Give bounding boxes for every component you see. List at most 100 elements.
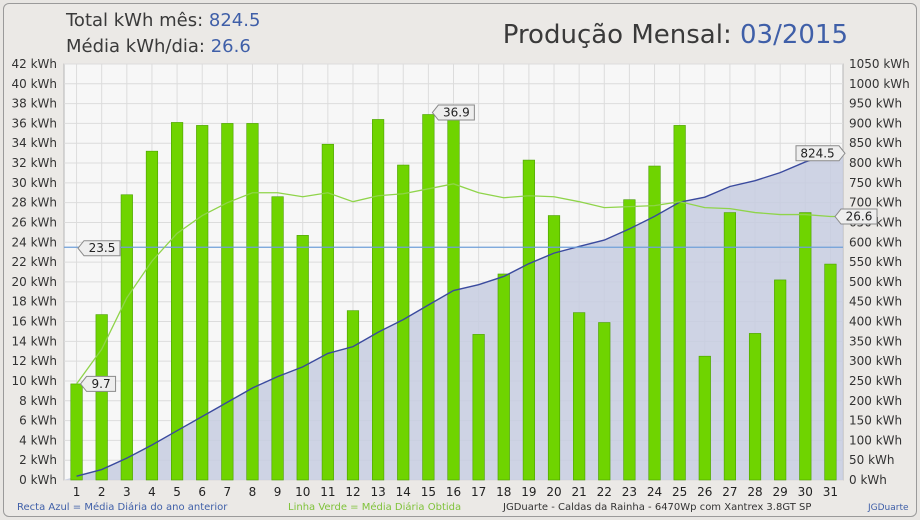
x-tick-label: 7 xyxy=(224,485,232,499)
left-tick-label: 30 kWh xyxy=(11,176,57,190)
x-tick-label: 28 xyxy=(747,485,762,499)
x-tick-label: 12 xyxy=(345,485,360,499)
label-cumulative-total-box xyxy=(795,145,846,162)
x-tick-label: 25 xyxy=(672,485,687,499)
right-tick-label: 600 kWh xyxy=(849,235,902,249)
x-tick-label: 13 xyxy=(370,485,385,499)
bar-day-26 xyxy=(698,355,711,481)
right-tick-label: 0 kWh xyxy=(849,473,887,487)
x-tick-label: 2 xyxy=(98,485,106,499)
x-tick-label: 20 xyxy=(546,485,561,499)
bar-day-31 xyxy=(824,263,837,481)
total-kwh-caption: Total kWh mês: xyxy=(66,10,204,31)
left-tick-label: 28 kWh xyxy=(11,196,57,210)
label-day15-box xyxy=(431,104,475,121)
x-tick-label: 6 xyxy=(198,485,206,499)
right-tick-label: 250 kWh xyxy=(849,374,902,388)
bar-day-25 xyxy=(673,125,686,481)
bar-day-13 xyxy=(372,119,385,481)
bar-day-29 xyxy=(774,279,787,481)
x-tick-label: 11 xyxy=(320,485,335,499)
x-tick-label: 17 xyxy=(471,485,486,499)
x-tick-label: 23 xyxy=(622,485,637,499)
bar-day-24 xyxy=(648,165,661,481)
left-tick-label: 22 kWh xyxy=(11,255,57,269)
bar-day-5 xyxy=(171,122,184,481)
bar-day-2 xyxy=(95,314,108,481)
avg-kwh-caption: Média kWh/dia: xyxy=(66,36,205,57)
x-tick-label: 18 xyxy=(496,485,511,499)
bar-day-22 xyxy=(598,322,611,481)
running-avg-line xyxy=(76,183,843,385)
label-monthly-avg: 26.6 xyxy=(846,210,873,224)
total-kwh-label: Total kWh mês: 824.5 xyxy=(66,10,260,31)
bar-day-11 xyxy=(321,143,334,481)
title-caption: Produção Mensal: xyxy=(502,20,732,50)
left-tick-label: 34 kWh xyxy=(11,136,57,150)
left-tick-label: 24 kWh xyxy=(11,235,57,249)
left-tick-label: 36 kWh xyxy=(11,116,57,130)
x-tick-label: 24 xyxy=(647,485,662,499)
right-tick-label: 50 kWh xyxy=(849,453,895,467)
left-tick-label: 14 kWh xyxy=(11,334,57,348)
left-tick-label: 40 kWh xyxy=(11,77,57,91)
x-tick-label: 5 xyxy=(173,485,181,499)
left-tick-label: 26 kWh xyxy=(11,215,57,229)
footer-blue-note: Recta Azul = Média Diária do ano anterio… xyxy=(17,502,228,513)
right-tick-label: 900 kWh xyxy=(849,116,902,130)
bar-day-15 xyxy=(422,114,435,481)
left-tick-label: 4 kWh xyxy=(19,433,57,447)
total-kwh-value: 824.5 xyxy=(208,10,261,31)
avg-kwh-value: 26.6 xyxy=(210,36,251,57)
left-tick-label: 0 kWh xyxy=(19,473,57,487)
right-tick-label: 800 kWh xyxy=(849,156,902,170)
bar-day-6 xyxy=(196,125,209,481)
x-tick-label: 15 xyxy=(421,485,436,499)
bar-day-9 xyxy=(271,196,284,481)
x-tick-label: 22 xyxy=(597,485,612,499)
left-tick-label: 12 kWh xyxy=(11,354,57,368)
bar-day-28 xyxy=(748,333,762,481)
bar-day-18 xyxy=(497,273,510,481)
left-tick-label: 8 kWh xyxy=(19,394,57,408)
right-tick-label: 1000 kWh xyxy=(849,77,910,91)
right-tick-label: 850 kWh xyxy=(849,136,902,150)
x-tick-label: 29 xyxy=(773,485,788,499)
left-tick-label: 32 kWh xyxy=(11,156,57,170)
left-tick-label: 2 kWh xyxy=(19,453,57,467)
bar-day-19 xyxy=(522,159,535,481)
right-tick-label: 150 kWh xyxy=(849,414,902,428)
x-tick-label: 19 xyxy=(521,485,536,499)
bar-day-17 xyxy=(472,334,485,481)
right-tick-label: 450 kWh xyxy=(849,295,902,309)
x-tick-label: 26 xyxy=(697,485,712,499)
x-tick-label: 8 xyxy=(249,485,257,499)
footer-green-note: Linha Verde = Média Diária Obtida xyxy=(288,502,462,513)
label-reference-box xyxy=(77,240,121,257)
x-tick-label: 9 xyxy=(274,485,282,499)
left-tick-label: 16 kWh xyxy=(11,315,57,329)
left-tick-label: 38 kWh xyxy=(11,97,57,111)
left-tick-label: 42 kWh xyxy=(11,57,57,71)
right-tick-label: 1050 kWh xyxy=(849,57,910,71)
bar-day-8 xyxy=(246,123,259,481)
bar-day-30 xyxy=(799,212,812,481)
bar-day-7 xyxy=(221,123,234,481)
x-tick-label: 16 xyxy=(446,485,461,499)
x-tick-label: 30 xyxy=(798,485,813,499)
right-tick-label: 950 kWh xyxy=(849,97,902,111)
title-period: 03/2015 xyxy=(739,20,848,50)
bar-day-20 xyxy=(547,215,561,481)
x-tick-label: 1 xyxy=(73,485,81,499)
label-cumulative-total: 824.5 xyxy=(800,146,834,160)
bar-day-4 xyxy=(145,150,159,481)
right-tick-label: 350 kWh xyxy=(849,334,902,348)
avg-kwh-label: Média kWh/dia: 26.6 xyxy=(66,36,251,57)
left-tick-label: 20 kWh xyxy=(11,275,57,289)
x-tick-label: 3 xyxy=(123,485,131,499)
label-day1-box xyxy=(79,375,117,392)
label-monthly-avg-box xyxy=(834,208,878,225)
bar-day-3 xyxy=(120,194,133,481)
right-tick-label: 200 kWh xyxy=(849,394,902,408)
